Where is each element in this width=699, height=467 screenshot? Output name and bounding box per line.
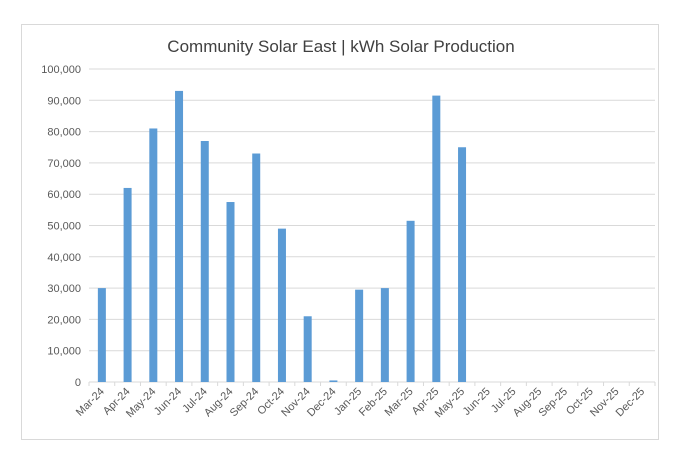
bar bbox=[252, 153, 261, 382]
y-tick-label: 70,000 bbox=[47, 158, 81, 170]
x-tick-label: Mar-24 bbox=[74, 386, 107, 419]
y-tick-label: 20,000 bbox=[47, 314, 81, 326]
y-tick-label: 30,000 bbox=[47, 283, 81, 295]
x-tick-label: Jun-24 bbox=[152, 386, 184, 418]
y-tick-label: 10,000 bbox=[47, 346, 81, 358]
chart-title: Community Solar East | kWh Solar Product… bbox=[167, 37, 515, 56]
bar bbox=[355, 289, 364, 382]
y-tick-label: 100,000 bbox=[41, 64, 81, 76]
bar bbox=[226, 202, 235, 382]
y-tick-label: 90,000 bbox=[47, 95, 81, 107]
bar bbox=[149, 128, 158, 382]
x-tick-label: Dec-25 bbox=[614, 386, 648, 420]
bar bbox=[432, 95, 441, 382]
y-tick-label: 60,000 bbox=[47, 189, 81, 201]
chart-frame: Community Solar East | kWh Solar Product… bbox=[21, 24, 659, 440]
bar bbox=[303, 316, 312, 382]
bar bbox=[175, 90, 184, 382]
bar-chart: 0 10,000 20,000 30,000 40,000 50,000 60,000 70,… bbox=[41, 64, 656, 420]
bar bbox=[277, 228, 286, 382]
x-tick-label: Sep-24 bbox=[228, 386, 262, 420]
bar bbox=[329, 380, 338, 382]
bar bbox=[123, 187, 132, 382]
bar bbox=[200, 140, 209, 382]
x-tick-label: Jun-25 bbox=[461, 386, 493, 418]
bar bbox=[458, 147, 467, 382]
bar bbox=[406, 220, 415, 382]
x-tick-label: Dec-24 bbox=[305, 386, 339, 420]
bar bbox=[380, 288, 389, 382]
y-tick-label: 50,000 bbox=[47, 221, 81, 233]
x-tick-label: Mar-25 bbox=[383, 386, 416, 419]
y-tick-label: 40,000 bbox=[47, 252, 81, 264]
y-tick-label: 0 bbox=[75, 377, 81, 389]
x-tick-label: Sep-25 bbox=[536, 386, 570, 420]
bar bbox=[97, 288, 106, 382]
y-tick-label: 80,000 bbox=[47, 127, 81, 139]
